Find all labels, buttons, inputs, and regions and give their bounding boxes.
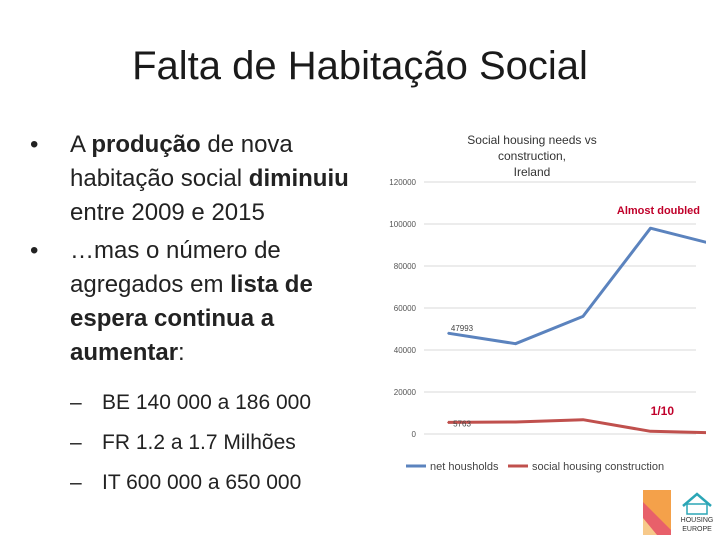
series-line-0 [447,226,706,346]
bullet-emphasis: lista de espera continua a aumentar [70,271,313,366]
series-line-1 [447,418,706,435]
sub-bullet-text: IT 600 000 a 650 000 [102,471,302,494]
bullet-text: de nova habitação social [70,131,293,192]
data-label: 47993 [451,324,474,333]
sub-bullet-item: – BE 140 000 a 186 000 [30,390,380,416]
sub-bullet-item: – FR 1.2 a 1.7 Milhões [30,430,380,456]
sub-bullet-dash-icon: – [70,391,82,414]
bullet-text: : [178,339,185,366]
bullet-text: A [70,131,92,158]
data-point [514,342,517,345]
bullet-emphasis: produção [91,131,201,158]
line-chart: Social housing needs vs construction, Irel… [389,133,706,473]
bullet-emphasis: diminuiu [248,165,349,192]
legend-label: social housing construction [532,461,664,473]
bullet-text: …mas o número de agregados em [70,237,281,298]
bullet-item: • A produção de nova habitação social di… [30,128,380,230]
y-tick-label: 80000 [394,262,417,271]
y-tick-label: 0 [412,430,417,439]
data-point [514,421,517,423]
sub-bullet-dash-icon: – [70,471,82,494]
sub-bullet-item: – IT 600 000 a 650 000 [30,470,380,496]
chart-title-line: construction, [498,149,566,163]
sub-bullet-dash-icon: – [70,431,82,454]
data-point [582,418,584,421]
y-tick-label: 60000 [394,304,417,313]
bullet-dot-icon: • [30,237,39,264]
annotation-almost-doubled: Almost doubled [617,205,700,217]
housing-europe-logo: HOUSING EUROPE [643,490,714,535]
sub-bullet-text: BE 140 000 a 186 000 [102,391,312,414]
data-point [649,430,652,433]
sub-bullet-text: FR 1.2 a 1.7 Milhões [102,431,296,454]
legend-label: net housholds [430,461,499,473]
bullet-item: • …mas o número de agregados em lista de… [30,234,380,370]
annotation-one-tenth: 1/10 [651,404,675,418]
slide-title: Falta de Habitação Social [132,44,588,88]
chart-title-line: Social housing needs vs [467,133,596,147]
y-tick-label: 100000 [389,220,416,229]
bullet-list: • A produção de nova habitação social di… [30,128,380,496]
y-tick-label: 40000 [394,346,417,355]
data-point [582,315,584,318]
bullet-dot-icon: • [30,131,39,158]
data-point [447,421,449,424]
y-tick-label: 120000 [389,178,416,187]
bullet-text: entre 2009 e 2015 [70,199,265,226]
chart-title-line: Ireland [514,165,551,179]
data-point [447,332,449,335]
y-tick-label: 20000 [394,388,417,397]
data-label: 5763 [453,419,471,428]
logo-text-housing: HOUSING [681,517,714,524]
data-point [649,227,652,229]
logo-text-europe: EUROPE [682,526,712,533]
